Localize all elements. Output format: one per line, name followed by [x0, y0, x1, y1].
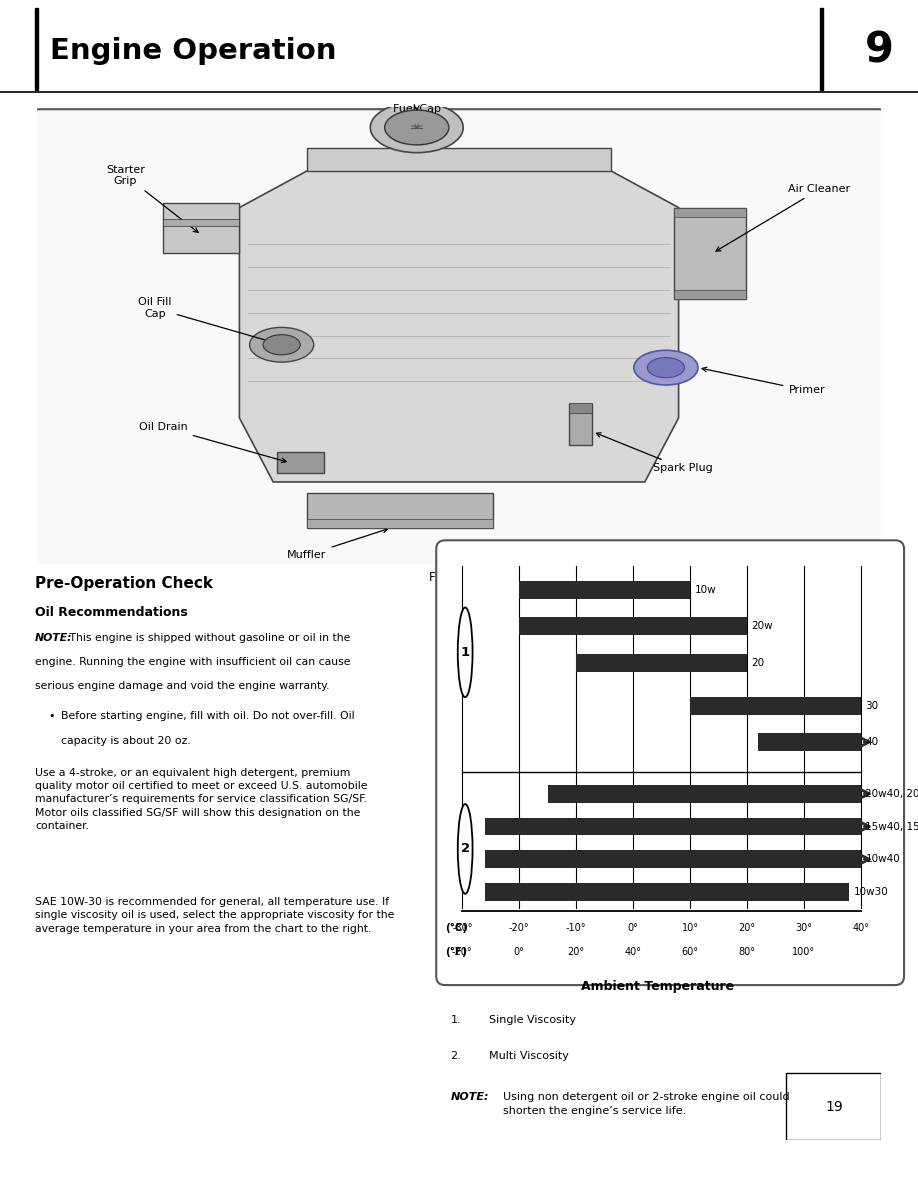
- Bar: [675, 208, 746, 216]
- Text: 10w30: 10w30: [854, 887, 889, 897]
- FancyBboxPatch shape: [28, 109, 890, 567]
- Text: 10w40: 10w40: [866, 854, 901, 864]
- Bar: [163, 219, 240, 226]
- Bar: [675, 290, 746, 299]
- Text: Figure 9-1: Figure 9-1: [430, 571, 488, 584]
- Text: •: •: [48, 712, 54, 721]
- Text: NOTE:: NOTE:: [35, 633, 73, 643]
- Bar: [35, 8, 38, 89]
- Text: 30°: 30°: [796, 923, 812, 933]
- Bar: [758, 733, 861, 751]
- Text: 15w40, 15w50: 15w40, 15w50: [866, 822, 918, 832]
- Bar: [569, 404, 592, 446]
- Text: Using non detergent oil or 2-stroke engine oil could
shorten the engine’s servic: Using non detergent oil or 2-stroke engi…: [503, 1093, 789, 1116]
- Text: 20w40, 20w50: 20w40, 20w50: [866, 789, 918, 798]
- Text: Muffler: Muffler: [287, 529, 387, 561]
- Text: -20°: -20°: [452, 947, 473, 958]
- Text: NOTE:: NOTE:: [451, 1093, 489, 1102]
- Text: Oil Fill
Cap: Oil Fill Cap: [139, 297, 277, 345]
- Text: 0°: 0°: [514, 947, 525, 958]
- Text: 30: 30: [866, 701, 879, 710]
- Text: capacity is about 20 oz.: capacity is about 20 oz.: [61, 735, 191, 746]
- Text: 9: 9: [865, 30, 894, 71]
- Text: 1.: 1.: [451, 1016, 461, 1025]
- Text: 19: 19: [825, 1100, 843, 1114]
- Text: -10°: -10°: [565, 923, 587, 933]
- Text: 100°: 100°: [792, 947, 815, 958]
- Text: Spark Plug: Spark Plug: [597, 432, 713, 473]
- Text: 20w: 20w: [752, 621, 773, 632]
- Bar: [786, 1073, 881, 1140]
- Text: This engine is shipped without gasoline or oil in the: This engine is shipped without gasoline …: [66, 633, 351, 643]
- Text: 2: 2: [461, 842, 470, 855]
- Text: engine. Running the engine with insufficient oil can cause: engine. Running the engine with insuffic…: [35, 657, 351, 666]
- Text: 20: 20: [752, 658, 765, 668]
- Bar: [163, 203, 240, 253]
- Circle shape: [458, 607, 473, 697]
- Bar: [548, 785, 861, 803]
- Bar: [577, 653, 747, 671]
- Bar: [690, 697, 861, 715]
- Bar: [485, 817, 861, 835]
- Bar: [675, 208, 746, 299]
- Bar: [485, 851, 861, 868]
- Bar: [520, 618, 747, 636]
- Bar: [520, 581, 690, 599]
- Text: 20°: 20°: [567, 947, 585, 958]
- Text: Engine Operation: Engine Operation: [50, 37, 337, 64]
- Text: 1: 1: [461, 646, 470, 659]
- Text: 20°: 20°: [738, 923, 756, 933]
- Circle shape: [370, 102, 464, 152]
- Text: 0°: 0°: [628, 923, 639, 933]
- Text: (°C): (°C): [445, 923, 467, 933]
- Text: Oil Drain: Oil Drain: [139, 422, 286, 462]
- Circle shape: [250, 328, 314, 362]
- Text: 10w: 10w: [695, 586, 716, 595]
- Bar: [307, 518, 493, 527]
- Text: 10°: 10°: [681, 923, 699, 933]
- Text: Pre-Operation Check: Pre-Operation Check: [35, 576, 213, 592]
- Text: 60°: 60°: [681, 947, 699, 958]
- Text: -20°: -20°: [509, 923, 530, 933]
- Text: 40°: 40°: [624, 947, 642, 958]
- Text: Air Cleaner: Air Cleaner: [716, 184, 850, 251]
- Circle shape: [458, 804, 473, 893]
- Polygon shape: [307, 148, 611, 171]
- Circle shape: [647, 358, 685, 378]
- Text: Before starting engine, fill with oil. Do not over-fill. Oil: Before starting engine, fill with oil. D…: [61, 712, 354, 721]
- Text: SAE 10W-30 is recommended for general, all temperature use. If
single viscosity : SAE 10W-30 is recommended for general, a…: [35, 897, 394, 934]
- Text: Use a 4-stroke, or an equivalent high detergent, premium
quality motor oil certi: Use a 4-stroke, or an equivalent high de…: [35, 769, 367, 830]
- Circle shape: [263, 335, 300, 355]
- Text: Starter
Grip: Starter Grip: [106, 165, 198, 233]
- Text: Primer: Primer: [702, 367, 825, 396]
- Text: 40: 40: [866, 737, 879, 747]
- Text: Fuel Cap: Fuel Cap: [393, 103, 441, 114]
- Text: 80°: 80°: [738, 947, 756, 958]
- Text: Ambient Temperature: Ambient Temperature: [581, 980, 734, 993]
- Bar: [820, 8, 823, 89]
- Text: Single Viscosity: Single Viscosity: [488, 1016, 576, 1025]
- Bar: [307, 493, 493, 527]
- Text: -30°: -30°: [452, 923, 473, 933]
- Circle shape: [633, 350, 698, 385]
- Text: Oil Recommendations: Oil Recommendations: [35, 606, 187, 619]
- Circle shape: [385, 110, 449, 145]
- FancyBboxPatch shape: [436, 541, 904, 985]
- Bar: [277, 453, 324, 473]
- Bar: [485, 883, 849, 901]
- Text: Multi Viscosity: Multi Viscosity: [488, 1050, 568, 1061]
- Text: 40°: 40°: [853, 923, 869, 933]
- Text: (°F): (°F): [445, 947, 467, 958]
- Polygon shape: [240, 171, 678, 482]
- Bar: [569, 403, 592, 413]
- Text: 2.: 2.: [451, 1050, 462, 1061]
- Text: serious engine damage and void the engine warranty.: serious engine damage and void the engin…: [35, 681, 330, 691]
